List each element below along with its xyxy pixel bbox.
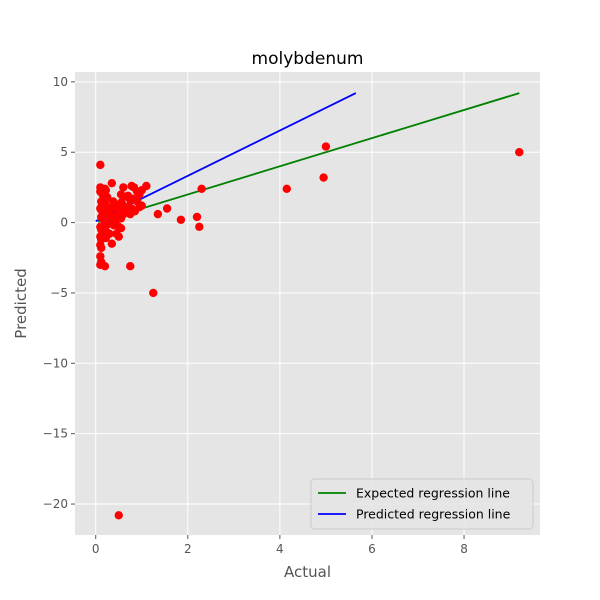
y-tick-label: 10 [53,75,68,89]
data-point [142,181,151,191]
plot-area [75,72,540,535]
data-point [107,178,117,188]
grid-lines [75,72,540,535]
y-tick-label: 0 [60,216,68,230]
data-point [162,204,172,213]
expected-regression-line [97,92,520,223]
legend-label-expected: Expected regression line [356,486,510,501]
data-point [282,184,291,194]
data-point [126,262,135,271]
data-point [101,186,111,195]
data-point [96,260,105,269]
data-point [197,184,206,194]
x-tick-label: 6 [368,542,376,556]
y-tick-label: −5 [50,286,68,300]
y-axis-title: Predicted [12,268,30,338]
y-tick-label: 5 [60,145,68,159]
legend-label-predicted: Predicted regression line [356,507,511,522]
data-point [107,239,117,248]
x-tick-label: 0 [92,542,100,556]
data-point [119,183,128,192]
data-point [97,243,106,253]
data-point [135,202,144,212]
x-tick-labels: 0 2 4 6 8 [92,535,468,556]
x-axis-title: Actual [284,563,331,581]
data-point [110,202,120,212]
data-point [192,212,202,222]
data-point [118,200,127,209]
data-point [116,190,126,199]
data-point [149,288,158,298]
data-point [114,232,123,241]
data-point [101,233,111,243]
data-point [109,221,119,230]
data-point [153,209,163,219]
x-tick-label: 4 [276,542,284,556]
legend-box [310,478,534,530]
data-point [195,222,204,232]
data-point [96,160,105,170]
y-tick-labels: −20 −15 −10 −5 0 5 10 [43,75,75,511]
x-tick-label: 2 [184,542,192,556]
data-point [321,142,331,151]
data-point [515,148,524,157]
y-tick-label: −10 [43,356,68,370]
data-points [96,142,524,520]
x-tick-label: 8 [460,542,468,556]
data-point [176,215,186,224]
data-point [116,224,126,233]
y-tick-label: −15 [43,427,68,441]
data-point [319,173,328,182]
data-point [126,208,135,217]
legend: Expected regression line Predicted regre… [310,478,534,530]
y-tick-label: −20 [43,497,68,511]
chart-title: molybdenum [252,49,364,69]
data-point [114,511,123,520]
